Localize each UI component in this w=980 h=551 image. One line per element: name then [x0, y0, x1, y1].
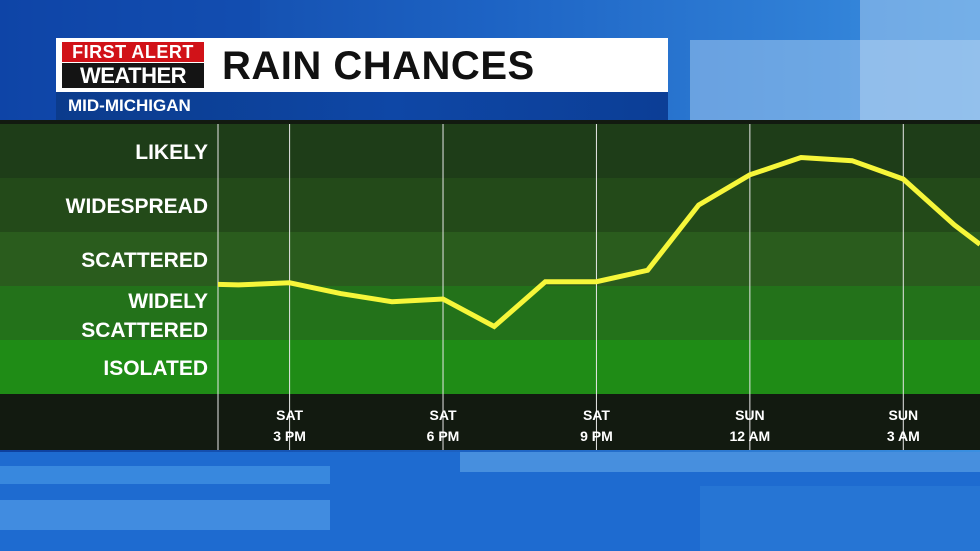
category-band	[0, 124, 980, 178]
x-tick-day-label: SAT	[583, 407, 610, 423]
category-band	[0, 286, 980, 340]
y-category-label: WIDESPREAD	[66, 195, 208, 218]
logo-line1: FIRST ALERT	[62, 42, 204, 62]
x-tick-day-label: SAT	[430, 407, 457, 423]
logo-line2: WEATHER	[62, 63, 204, 88]
x-tick-day-label: SUN	[735, 407, 765, 423]
page-title: RAIN CHANCES	[222, 44, 535, 88]
category-band	[0, 232, 980, 286]
y-category-label: SCATTERED	[81, 249, 208, 272]
x-tick-time-label: 3 AM	[887, 428, 920, 444]
y-category-label: LIKELY	[135, 141, 208, 164]
x-tick-time-label: 3 PM	[273, 428, 306, 444]
rain-chance-line	[217, 154, 980, 330]
x-tick-time-label: 12 AM	[730, 428, 771, 444]
category-band	[0, 340, 980, 394]
x-tick-day-label: SAT	[276, 407, 303, 423]
rain-chances-chart: LIKELY WIDESPREAD SCATTERED WIDELY SCATTERED…	[0, 120, 980, 450]
x-tick-day-label: SUN	[889, 407, 919, 423]
category-band	[0, 178, 980, 232]
y-category-label: ISOLATED	[103, 357, 208, 380]
y-category-label: SCATTERED	[81, 319, 208, 342]
region-subtitle: MID-MICHIGAN	[68, 96, 191, 115]
y-category-label: WIDELY	[128, 290, 208, 313]
first-alert-weather-logo: FIRST ALERT WEATHER	[62, 42, 204, 88]
x-tick-time-label: 9 PM	[580, 428, 613, 444]
x-tick-time-label: 6 PM	[427, 428, 460, 444]
subtitle-bar	[56, 92, 668, 120]
